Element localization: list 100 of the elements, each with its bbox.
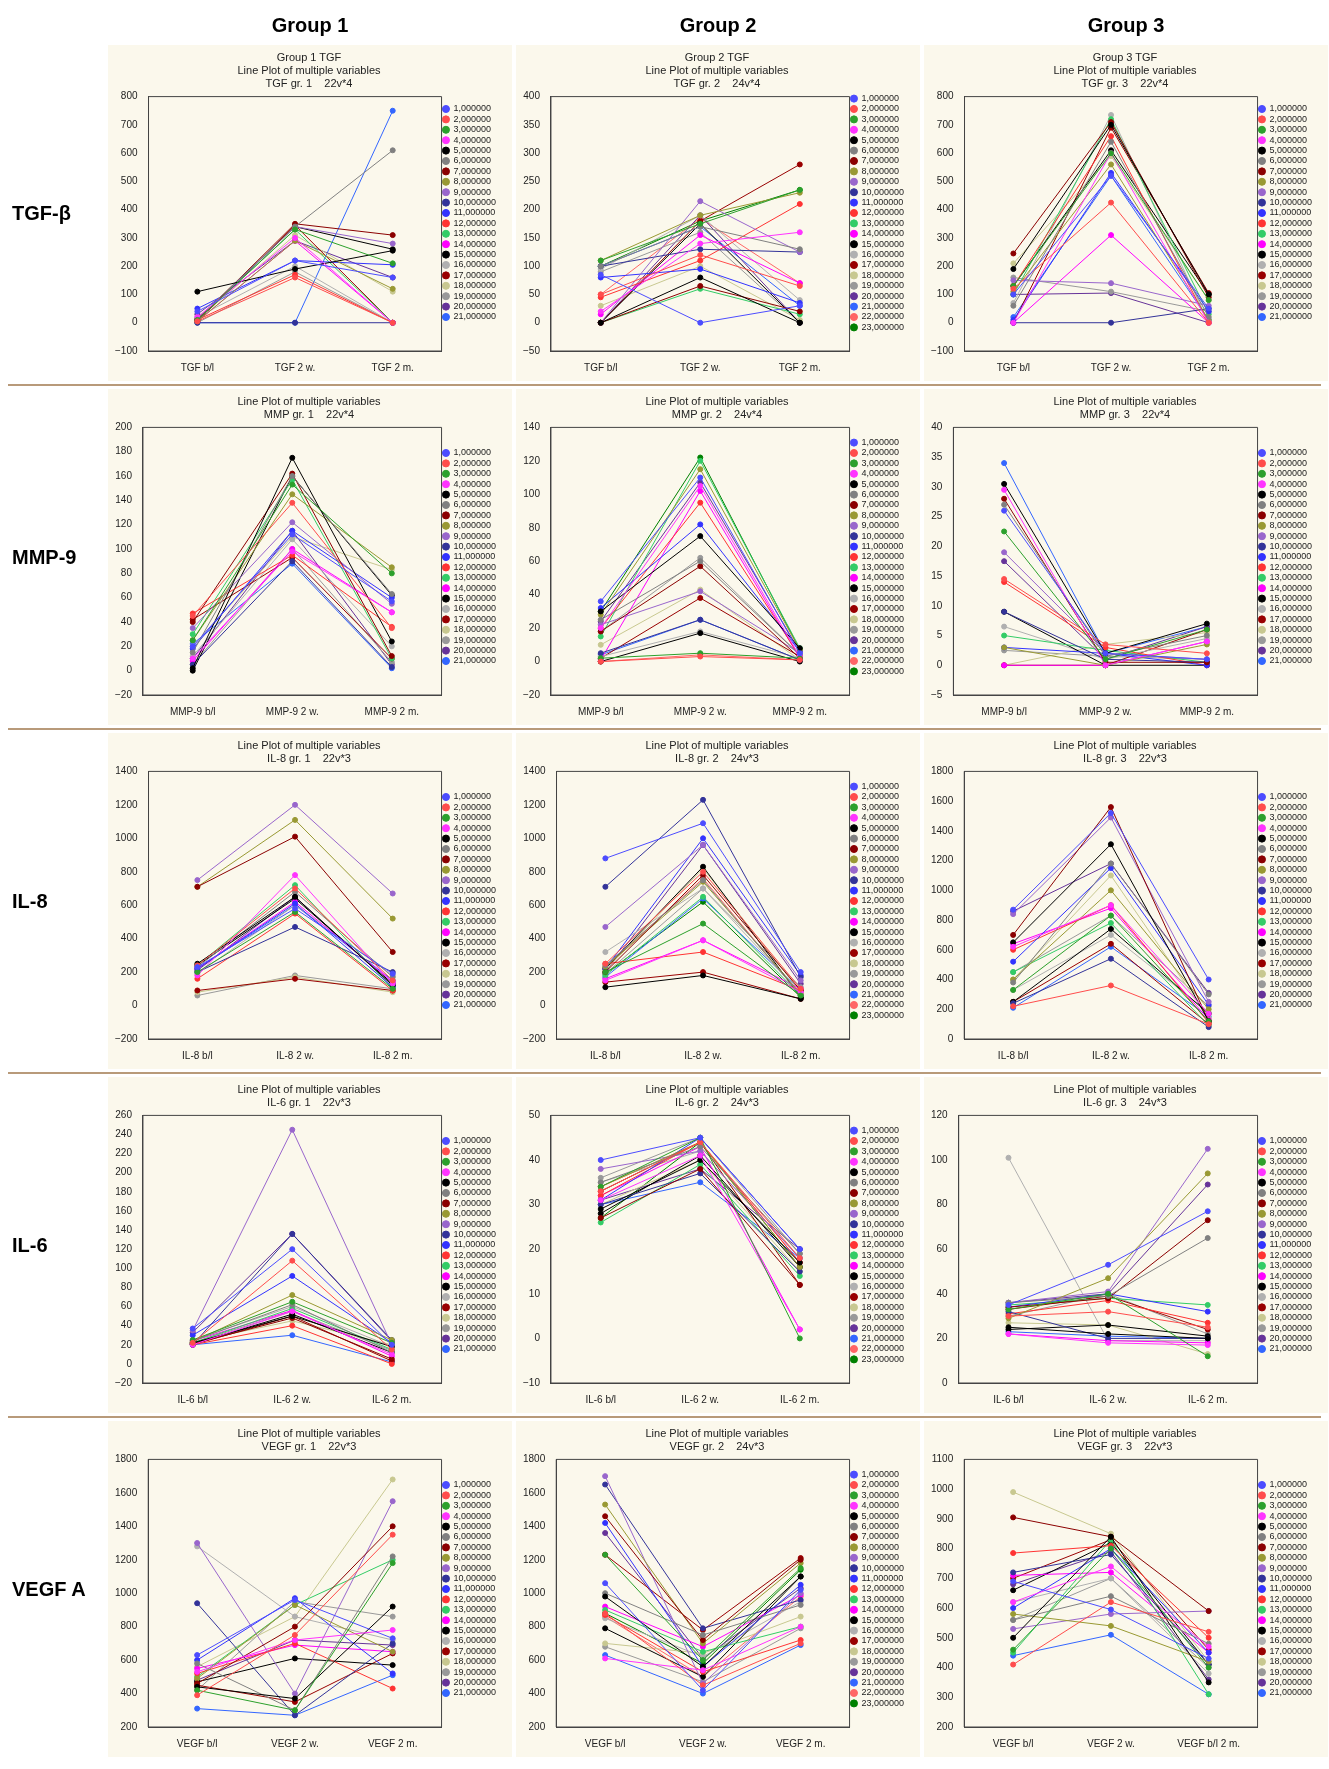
legend-label: 9,000000 <box>861 1208 899 1219</box>
x-tick-label: VEGF b/l 2 m. <box>1177 1737 1241 1749</box>
legend-label: 12,000000 <box>861 895 904 906</box>
legend-label: 1,000000 <box>1269 1479 1307 1490</box>
legend-label: 6,000000 <box>1269 499 1307 510</box>
y-tick-label: 1000 <box>931 1482 954 1494</box>
y-tick-label: 400 <box>528 932 546 944</box>
legend-label: 6,000000 <box>453 155 491 166</box>
y-tick-label: 800 <box>528 865 546 877</box>
y-tick-label: 600 <box>936 1601 954 1613</box>
legend-label: 4,000000 <box>1269 478 1307 489</box>
y-tick-label: 200 <box>936 259 954 271</box>
legend-label: 16,000000 <box>1269 603 1312 614</box>
y-tick-label: 400 <box>120 203 138 215</box>
y-tick-label: 1200 <box>115 798 138 810</box>
legend-label: 4,000000 <box>1269 822 1307 833</box>
legend-label: 10,000000 <box>1269 541 1312 552</box>
legend-label: 7,000000 <box>1269 1197 1307 1208</box>
legend-label: 6,000000 <box>453 843 491 854</box>
legend-label: 13,000000 <box>861 561 904 572</box>
legend-label: 12,000000 <box>453 1593 496 1604</box>
legend-label: 22,000000 <box>861 1343 904 1354</box>
x-tick-label: IL-8 2 w. <box>1092 1049 1130 1061</box>
legend-label: 17,000000 <box>1269 1645 1312 1656</box>
legend-label: 17,000000 <box>1269 613 1312 624</box>
y-tick-label: 0 <box>131 999 138 1011</box>
legend-label: 4,000000 <box>453 822 491 833</box>
legend-label: 22,000000 <box>861 311 904 322</box>
y-tick-label: 0 <box>534 655 541 667</box>
legend-label: 15,000000 <box>453 937 496 948</box>
legend-label: 1,000000 <box>861 781 899 792</box>
legend-label: 8,000000 <box>861 165 899 176</box>
legend-label: 21,000000 <box>861 1333 904 1344</box>
legend-label: 6,000000 <box>1269 1187 1307 1198</box>
y-tick-label: 600 <box>120 1653 138 1665</box>
y-tick-label: 240 <box>115 1128 133 1140</box>
y-tick-label: −100 <box>930 344 954 356</box>
legend-label: 21,000000 <box>1269 999 1312 1010</box>
legend-label: 7,000000 <box>861 155 899 166</box>
chart-title: Line Plot of multiple variables <box>1053 394 1198 407</box>
legend-label: 21,000000 <box>1269 1343 1312 1354</box>
legend-label: 6,000000 <box>1269 843 1307 854</box>
legend-label: 14,000000 <box>861 228 904 239</box>
legend-label: 18,000000 <box>861 1645 904 1656</box>
legend-label: 9,000000 <box>861 176 899 187</box>
legend-label: 21,000000 <box>1269 655 1312 666</box>
x-tick-label: IL-8 2 m. <box>1188 1049 1229 1061</box>
legend-label: 6,000000 <box>861 145 899 156</box>
legend-label: 13,000000 <box>453 228 496 239</box>
y-tick-label: 20 <box>528 1242 541 1254</box>
legend-label: 1,000000 <box>1269 791 1307 802</box>
legend-label: 5,000000 <box>453 145 491 156</box>
legend-label: 20,000000 <box>1269 645 1312 656</box>
legend-label: 19,000000 <box>861 1312 904 1323</box>
chart-title: Line Plot of multiple variables <box>1053 738 1198 751</box>
y-tick-label: 1200 <box>931 854 954 866</box>
y-tick-label: 0 <box>947 1032 954 1044</box>
y-tick-label: 120 <box>115 1242 133 1254</box>
y-tick-label: 400 <box>523 90 541 102</box>
legend-label: 7,000000 <box>1269 853 1307 864</box>
chart-subtitle: IL-8 gr. 2 24v*3 <box>675 751 759 764</box>
x-tick-label: IL-8 2 w. <box>684 1049 722 1061</box>
chart-subtitle: TGF gr. 3 22v*4 <box>1081 77 1169 90</box>
legend-label: 14,000000 <box>1269 238 1312 249</box>
legend-label: 19,000000 <box>453 634 496 645</box>
y-tick-label: 500 <box>936 1631 954 1643</box>
legend-label: 17,000000 <box>861 1635 904 1646</box>
legend-label: 9,000000 <box>1269 530 1307 541</box>
chart-title: Line Plot of multiple variables <box>1053 1426 1198 1439</box>
x-tick-label: VEGF 2 m. <box>775 1737 826 1749</box>
y-tick-label: 60 <box>120 1300 133 1312</box>
legend-label: 6,000000 <box>453 1187 491 1198</box>
y-tick-label: 200 <box>523 203 541 215</box>
text: Group 3 <box>1086 13 1166 38</box>
legend-label: 2,000000 <box>453 1489 491 1500</box>
legend-label: 7,000000 <box>453 853 491 864</box>
legend-label: 20,000000 <box>1269 1677 1312 1688</box>
y-tick-label: 1000 <box>931 884 954 896</box>
legend-label: 18,000000 <box>861 1301 904 1312</box>
x-tick-label: VEGF 2 w. <box>271 1737 319 1749</box>
y-tick-label: 1400 <box>115 1520 138 1532</box>
legend-label: 13,000000 <box>1269 1260 1312 1271</box>
text: IL-8 <box>11 888 49 914</box>
chart-title: Line Plot of multiple variables <box>645 1082 790 1095</box>
legend-label: 21,000000 <box>1269 311 1312 322</box>
legend-label: 12,000000 <box>861 551 904 562</box>
y-tick-label: 80 <box>936 1198 949 1210</box>
y-tick-label: 250 <box>523 175 541 187</box>
legend-label: 23,000000 <box>861 1009 904 1020</box>
x-tick-label: TGF 2 m. <box>371 361 414 373</box>
legend-label: 13,000000 <box>453 1604 496 1615</box>
legend-label: 10,000000 <box>861 186 904 197</box>
y-tick-label: 300 <box>523 146 541 158</box>
text: VEGF A <box>11 1576 87 1602</box>
legend-label: 18,000000 <box>861 269 904 280</box>
legend-label: 18,000000 <box>861 613 904 624</box>
legend-label: 12,000000 <box>453 561 496 572</box>
y-tick-label: 10 <box>931 599 943 611</box>
y-tick-label: 600 <box>936 146 954 158</box>
legend-label: 11,000000 <box>1269 207 1312 218</box>
